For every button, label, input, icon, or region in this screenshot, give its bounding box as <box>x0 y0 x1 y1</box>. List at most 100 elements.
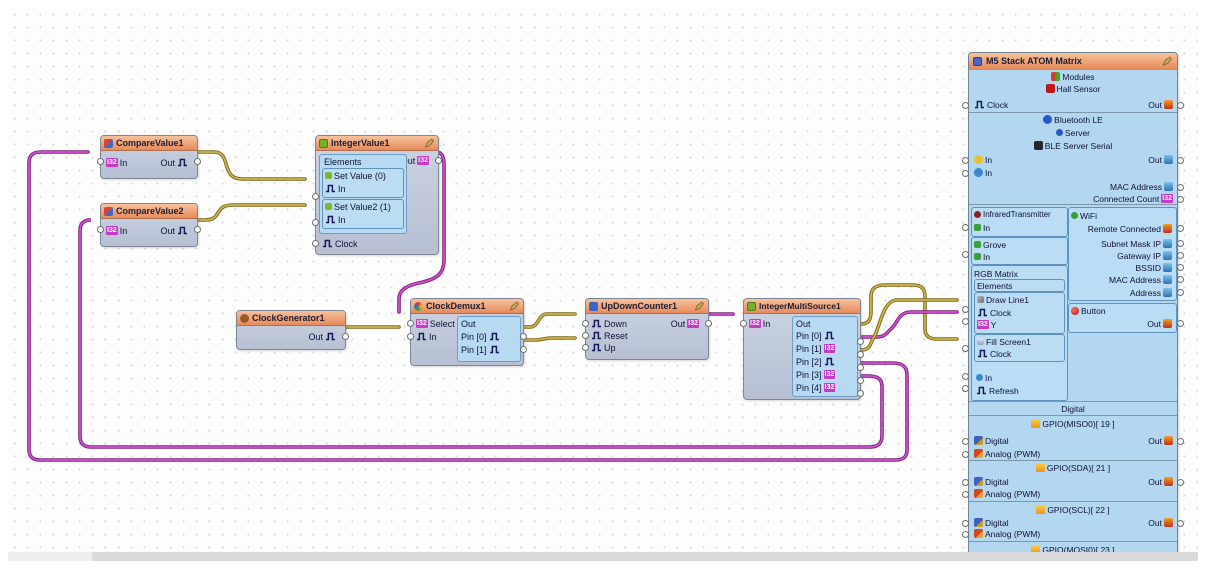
pin-display-refresh[interactable] <box>962 385 969 392</box>
pin-hall-out[interactable] <box>1177 102 1184 109</box>
pin-in[interactable] <box>740 320 747 327</box>
server-row[interactable]: Server <box>969 127 1177 138</box>
ble-server-serial-row[interactable]: BLE Server Serial <box>969 140 1177 151</box>
pin-out3[interactable] <box>857 377 864 384</box>
pin-gpio19-digital[interactable] <box>962 438 969 445</box>
set-value2-subpanel[interactable]: Set Value2 (1) In <box>322 199 404 229</box>
pin-out[interactable] <box>435 157 442 164</box>
pin-subnet-mask[interactable] <box>1177 240 1184 247</box>
pin-out0[interactable] <box>520 333 527 340</box>
pin-select[interactable] <box>407 320 414 327</box>
block-header[interactable]: ClockGenerator1 <box>237 311 345 326</box>
pin-up[interactable] <box>582 344 589 351</box>
pin-ble-in[interactable] <box>962 157 969 164</box>
pin-ble-in2[interactable] <box>962 170 969 177</box>
infrared-transmitter-subpanel[interactable]: InfraredTransmitter In <box>971 207 1068 237</box>
pin-out[interactable] <box>705 320 712 327</box>
pin-gpio22-analog[interactable] <box>962 531 969 538</box>
flow-canvas[interactable]: CompareValue1 I32 In Out CompareValue2 I… <box>8 8 1198 556</box>
block-header[interactable]: CompareValue2 <box>101 204 197 219</box>
pin-gateway-ip[interactable] <box>1177 252 1184 259</box>
wire-demuxpin1-to-up[interactable] <box>514 336 577 342</box>
pin-button-out[interactable] <box>1177 320 1184 327</box>
bluetooth-le-row[interactable]: Bluetooth LE <box>969 114 1177 125</box>
edit-pencil-icon[interactable] <box>508 300 520 312</box>
pin-gpio19-analog[interactable] <box>962 451 969 458</box>
pin-reset[interactable] <box>582 332 589 339</box>
pin-bssid[interactable] <box>1177 264 1184 271</box>
pin-in[interactable] <box>97 226 104 233</box>
gpio22-title-row[interactable]: GPIO(SCL)[ 22 ] <box>969 504 1177 515</box>
gpio21-title-row[interactable]: GPIO(SDA)[ 21 ] <box>969 462 1177 473</box>
pin-address[interactable] <box>1177 289 1184 296</box>
pin-in[interactable] <box>407 333 414 340</box>
pin-gpio21-analog[interactable] <box>962 491 969 498</box>
block-integervalue1[interactable]: IntegerValue1 Out I32 Elements Set Value… <box>312 135 442 255</box>
hall-sensor-row[interactable]: Hall Sensor <box>969 83 1177 94</box>
gpio19-title-row[interactable]: GPIO(MISO0)[ 19 ] <box>969 418 1177 429</box>
pin-fillscreen-clock[interactable] <box>962 345 969 352</box>
block-header[interactable]: UpDownCounter1 <box>586 299 708 314</box>
pin-gpio19-out[interactable] <box>1177 438 1184 445</box>
scrollbar-thumb[interactable] <box>92 552 1198 561</box>
block-clockgenerator1[interactable]: ClockGenerator1 Out <box>236 310 349 350</box>
block-header[interactable]: ClockDemux1 <box>411 299 523 314</box>
wire-pin1-to-y[interactable] <box>851 310 959 339</box>
pin-mac-address[interactable] <box>1177 184 1184 191</box>
button-subpanel[interactable]: Button Out <box>1068 303 1177 333</box>
wire-integervalue-to-select[interactable] <box>397 150 446 314</box>
pin-gpio21-digital[interactable] <box>962 479 969 486</box>
block-header[interactable]: CompareValue1 <box>101 136 197 151</box>
pin-out4[interactable] <box>857 390 864 397</box>
pin-down[interactable] <box>582 320 589 327</box>
pin-wifi-mac[interactable] <box>1177 276 1184 283</box>
pin-out[interactable] <box>194 158 201 165</box>
pin-setvalue0-in[interactable] <box>312 193 319 200</box>
pin-out[interactable] <box>194 226 201 233</box>
block-comparevalue2[interactable]: CompareValue2 I32 In Out <box>97 203 201 247</box>
block-header[interactable]: IntegerMultiSource1 <box>744 299 860 314</box>
wire-pin3-to-compare1-in[interactable] <box>27 150 909 462</box>
horizontal-scrollbar[interactable] <box>8 552 1198 561</box>
grove-subpanel[interactable]: Grove In <box>971 237 1068 265</box>
rgb-matrix-subpanel[interactable]: RGB Matrix Elements Draw Line1 Clock I32… <box>971 265 1068 401</box>
wire-pin0-to-fillscreen-clock[interactable] <box>851 283 959 341</box>
block-clockdemux1[interactable]: ClockDemux1 I32 Select In Out Pin [0] Pi… <box>407 298 527 366</box>
pin-remote-connected[interactable] <box>1177 225 1184 232</box>
wire-compare1-to-setvalue0[interactable] <box>186 150 307 181</box>
wire-compare2-to-setvalue2[interactable] <box>186 203 307 222</box>
draw-line1-subpanel[interactable]: Draw Line1 Clock I32 Y <box>974 292 1065 334</box>
edit-pencil-icon[interactable] <box>423 137 435 149</box>
block-updowncounter1[interactable]: UpDownCounter1 Down Reset Up Out I32 <box>582 298 712 360</box>
pin-drawline-clock[interactable] <box>962 306 969 313</box>
block-comparevalue1[interactable]: CompareValue1 I32 In Out <box>97 135 201 179</box>
edit-pencil-icon[interactable] <box>693 300 705 312</box>
modules-row[interactable]: Modules <box>969 71 1177 82</box>
pin-connected-count[interactable] <box>1177 196 1184 203</box>
pin-display-in[interactable] <box>962 373 969 380</box>
pin-out1[interactable] <box>520 346 527 353</box>
elements-subpanel[interactable]: Elements <box>974 279 1065 292</box>
pin-gpio21-out[interactable] <box>1177 479 1184 486</box>
wire-pin2-to-drawline-clock[interactable] <box>851 298 959 352</box>
block-header[interactable]: IntegerValue1 <box>316 136 438 151</box>
pin-clock[interactable] <box>312 240 319 247</box>
pin-setvalue2-in[interactable] <box>312 219 319 226</box>
pin-in[interactable] <box>97 158 104 165</box>
pin-out[interactable] <box>342 333 349 340</box>
fill-screen1-subpanel[interactable]: Fill Screen1 Clock <box>974 334 1065 362</box>
pin-clock[interactable] <box>962 102 969 109</box>
pin-ble-out[interactable] <box>1177 157 1184 164</box>
pin-out2[interactable] <box>857 364 864 371</box>
board-header[interactable]: M5 Stack ATOM Matrix <box>969 53 1177 70</box>
pin-out0[interactable] <box>857 338 864 345</box>
pin-grove-in[interactable] <box>962 251 969 258</box>
pin-gpio22-out[interactable] <box>1177 520 1184 527</box>
block-integermultisource1[interactable]: IntegerMultiSource1 I32 In Out Pin [0] P… <box>740 298 864 400</box>
board-panel-m5-stack-atom-matrix[interactable]: M5 Stack ATOM Matrix Modules Hall Sensor… <box>962 52 1184 556</box>
wire-pin4-to-compare2-in[interactable] <box>78 218 884 449</box>
pin-drawline-y[interactable] <box>962 318 969 325</box>
pin-out1[interactable] <box>857 351 864 358</box>
wire-demuxpin0-to-down[interactable] <box>514 312 577 329</box>
gpio23-title-row[interactable]: GPIO(MOSI0)[ 23 ] <box>969 544 1177 555</box>
